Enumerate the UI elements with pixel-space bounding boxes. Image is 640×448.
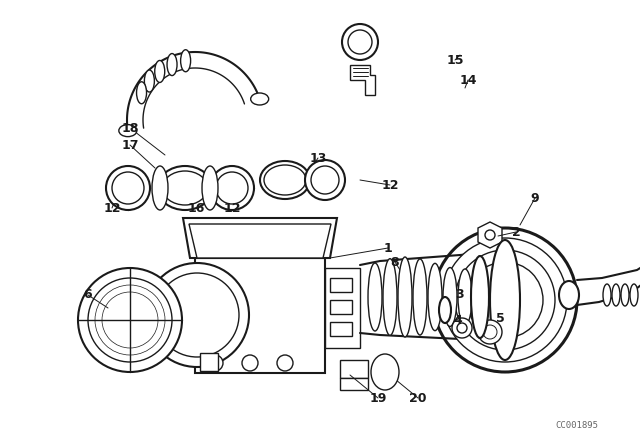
Text: 14: 14 [460,73,477,86]
Circle shape [88,278,172,362]
Circle shape [478,320,502,344]
Text: 13: 13 [309,151,326,164]
Circle shape [455,250,555,350]
Circle shape [210,166,254,210]
Ellipse shape [136,82,147,104]
Circle shape [207,355,223,371]
Circle shape [483,325,497,339]
Ellipse shape [398,257,412,337]
Ellipse shape [603,284,611,306]
Ellipse shape [264,165,306,195]
Ellipse shape [612,284,620,306]
Text: 3: 3 [456,289,464,302]
Text: 19: 19 [369,392,387,405]
Ellipse shape [157,166,212,210]
Text: 5: 5 [495,311,504,324]
Circle shape [112,172,144,204]
Circle shape [348,30,372,54]
Bar [330,278,352,292]
Ellipse shape [180,50,191,72]
Circle shape [102,292,158,348]
Ellipse shape [251,93,269,105]
Ellipse shape [471,256,489,338]
Text: 20: 20 [409,392,427,405]
Polygon shape [189,224,331,258]
Bar [330,322,352,336]
Text: CC001895: CC001895 [555,421,598,430]
Text: 1: 1 [383,241,392,254]
Ellipse shape [163,171,207,205]
Text: 7: 7 [477,279,486,292]
Text: 6: 6 [84,289,92,302]
Bar [340,360,368,378]
Circle shape [277,355,293,371]
Ellipse shape [630,284,638,306]
Text: 2: 2 [511,225,520,238]
Bar [200,353,218,371]
Ellipse shape [167,54,177,76]
Text: 9: 9 [531,191,540,204]
Text: 8: 8 [390,255,399,268]
Circle shape [452,318,472,338]
Ellipse shape [260,161,310,199]
Bar [325,268,360,348]
Circle shape [433,228,577,372]
Circle shape [305,160,345,200]
Text: 17: 17 [121,138,139,151]
Circle shape [78,268,182,372]
Circle shape [457,323,467,333]
Circle shape [467,262,543,338]
Ellipse shape [443,267,457,327]
Text: 12: 12 [103,202,121,215]
Ellipse shape [485,230,495,240]
Text: 12: 12 [381,178,399,191]
Ellipse shape [413,259,427,335]
Ellipse shape [368,263,382,331]
Bar [195,258,325,373]
Circle shape [155,273,239,357]
Bar [330,300,352,314]
Ellipse shape [145,70,154,92]
Circle shape [311,166,339,194]
Circle shape [145,263,249,367]
Ellipse shape [371,354,399,390]
Polygon shape [183,218,337,258]
Circle shape [342,24,378,60]
Text: 4: 4 [454,314,462,327]
Ellipse shape [458,269,472,325]
Text: 18: 18 [122,121,139,134]
Ellipse shape [202,166,218,210]
Ellipse shape [621,284,629,306]
Ellipse shape [490,240,520,360]
Ellipse shape [119,125,137,137]
Polygon shape [350,65,375,95]
Circle shape [443,238,567,362]
Ellipse shape [559,281,579,309]
Circle shape [106,166,150,210]
Ellipse shape [439,297,451,323]
Ellipse shape [383,258,397,335]
Ellipse shape [155,60,164,82]
Text: 15: 15 [446,53,464,66]
Text: 12: 12 [223,202,241,215]
Text: 16: 16 [188,202,205,215]
Polygon shape [478,222,502,248]
Circle shape [216,172,248,204]
Circle shape [242,355,258,371]
Ellipse shape [152,166,168,210]
Bar [340,378,368,390]
Circle shape [95,285,165,355]
Ellipse shape [428,263,442,331]
